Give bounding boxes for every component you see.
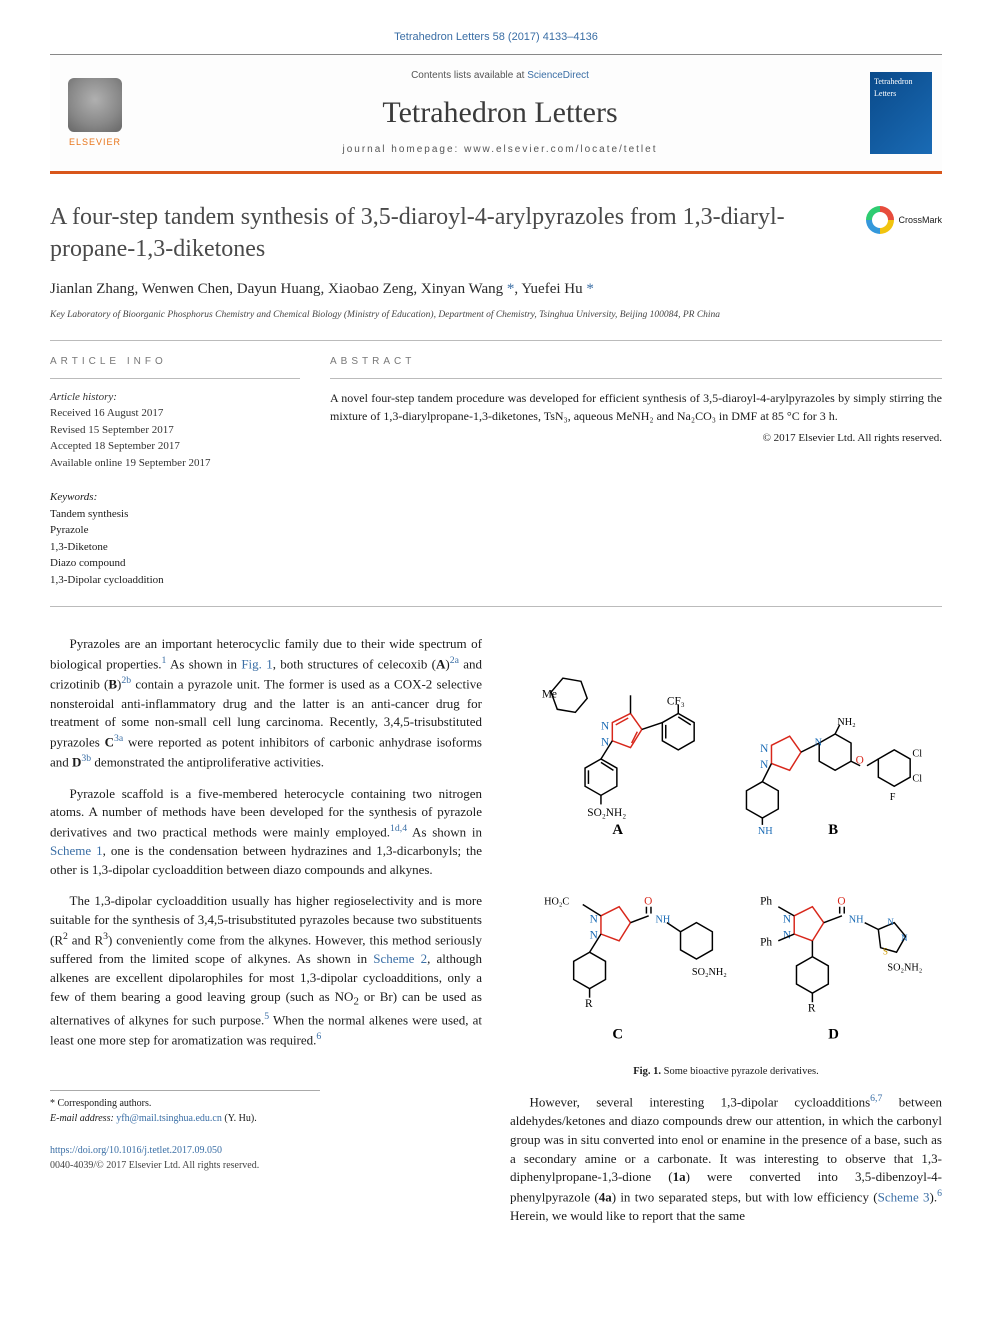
journal-title: Tetrahedron Letters [130,91,870,135]
affiliation: Key Laboratory of Bioorganic Phosphorus … [50,309,942,342]
doi-link[interactable]: https://doi.org/10.1016/j.tetlet.2017.09… [50,1145,222,1156]
svg-text:N: N [901,933,908,943]
elsevier-logo[interactable]: ELSEVIER [60,74,130,152]
keyword-item: Diazo compound [50,555,300,572]
svg-text:Cl: Cl [912,749,922,760]
history-item: Available online 19 September 2017 [50,455,300,472]
svg-text:O: O [644,896,652,908]
crossmark-label: CrossMark [898,214,942,227]
svg-text:SO₂NH₂: SO₂NH₂ [587,807,626,819]
keyword-item: Pyrazole [50,522,300,539]
journal-header-band: ELSEVIER Contents lists available at Sci… [50,54,942,175]
cover-thumb-title: Tetrahedron Letters [874,76,928,99]
email-suffix: (Y. Hu). [222,1113,257,1124]
crossmark-icon [866,206,894,234]
svg-text:NH: NH [758,826,773,837]
body-paragraph: Pyrazole scaffold is a five-membered het… [50,785,482,881]
figure-1: N N CF₃ Me [510,643,942,1079]
svg-text:N: N [887,917,894,927]
keyword-item: Tandem synthesis [50,506,300,523]
abstract-label: ABSTRACT [330,355,942,379]
body-paragraph: However, several interesting 1,3-dipolar… [510,1092,942,1227]
abstract-col: ABSTRACT A novel four-step tandem proced… [330,355,942,588]
svg-text:R: R [808,1003,816,1015]
fig1-label-C: C [612,1027,623,1043]
elsevier-label: ELSEVIER [69,136,121,149]
body-paragraph: Pyrazoles are an important heterocyclic … [50,635,482,772]
article-info-col: ARTICLE INFO Article history: Received 1… [50,355,300,588]
body-left-col: Pyrazoles are an important heterocyclic … [50,635,482,1238]
svg-text:N: N [760,759,768,771]
abstract-text: A novel four-step tandem procedure was d… [330,389,942,425]
svg-text:N: N [815,738,823,749]
svg-text:O: O [837,896,845,908]
history-item: Revised 15 September 2017 [50,422,300,439]
keywords-block: Keywords: Tandem synthesis Pyrazole 1,3-… [50,489,300,588]
corr-authors-label: * Corresponding authors. [50,1097,320,1112]
crossmark-badge[interactable]: CrossMark [866,206,942,234]
keywords-label: Keywords: [50,489,300,506]
svg-text:HO₂C: HO₂C [544,897,569,908]
sciencedirect-link[interactable]: ScienceDirect [527,70,589,81]
fig1-caption-label: Fig. 1. [633,1066,661,1077]
abstract-copyright: © 2017 Elsevier Ltd. All rights reserved… [330,431,942,447]
keyword-item: 1,3-Dipolar cycloaddition [50,572,300,589]
svg-text:N: N [760,743,768,755]
contents-prefix: Contents lists available at [411,70,527,81]
svg-text:Cl: Cl [912,774,922,785]
journal-cover-thumb[interactable]: Tetrahedron Letters [870,72,932,154]
article-history: Article history: Received 16 August 2017… [50,389,300,472]
svg-text:S: S [883,947,888,957]
history-item: Accepted 18 September 2017 [50,438,300,455]
svg-text:SO₂NH₂: SO₂NH₂ [692,967,727,978]
fig1-label-A: A [612,822,623,838]
fig1-label-D: D [828,1027,839,1043]
svg-text:N: N [590,914,598,926]
svg-text:Ph: Ph [760,937,772,949]
fig1-caption-text: Some bioactive pyrazole derivatives. [661,1066,819,1077]
svg-text:Ph: Ph [760,896,772,908]
svg-text:CF₃: CF₃ [667,696,685,708]
figure-1-caption: Fig. 1. Some bioactive pyrazole derivati… [510,1064,942,1079]
top-citation: Tetrahedron Letters 58 (2017) 4133–4136 [50,30,942,46]
fig1-label-B: B [828,822,838,838]
svg-text:F: F [890,792,896,803]
contents-lists-line: Contents lists available at ScienceDirec… [130,69,870,84]
svg-text:N: N [783,914,791,926]
issn-line: 0040-4039/© 2017 Elsevier Ltd. All right… [50,1159,482,1174]
figure-1-svg: N N CF₃ Me [510,643,942,1052]
email-label: E-mail address: [50,1113,114,1124]
svg-text:R: R [585,998,593,1010]
svg-text:NH₂: NH₂ [837,717,856,728]
corresponding-footnote: * Corresponding authors. E-mail address:… [50,1090,320,1126]
svg-text:Me: Me [542,689,557,701]
authors-line: Jianlan Zhang, Wenwen Chen, Dayun Huang,… [50,279,942,301]
article-title: A four-step tandem synthesis of 3,5-diar… [50,202,942,264]
doi-block: https://doi.org/10.1016/j.tetlet.2017.09… [50,1144,482,1173]
homepage-line: journal homepage: www.elsevier.com/locat… [130,143,870,158]
svg-text:SO₂NH₂: SO₂NH₂ [887,963,922,974]
svg-text:NH: NH [849,915,864,926]
history-label: Article history: [50,389,300,406]
body-right-col: N N CF₃ Me [510,635,942,1238]
corr-email-link[interactable]: yfh@mail.tsinghua.edu.cn [116,1113,222,1124]
article-info-label: ARTICLE INFO [50,355,300,379]
svg-text:N: N [601,721,609,733]
elsevier-tree-icon [68,78,122,132]
keyword-item: 1,3-Diketone [50,539,300,556]
history-item: Received 16 August 2017 [50,405,300,422]
body-paragraph: The 1,3-dipolar cycloaddition usually ha… [50,892,482,1050]
